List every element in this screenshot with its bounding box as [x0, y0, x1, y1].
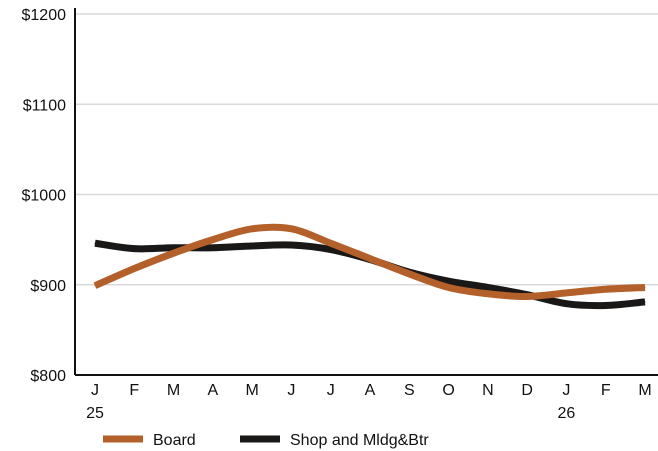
- data-point-board: [369, 258, 371, 260]
- data-point-shop-and-mldg-btr: [605, 305, 607, 307]
- x-year-label: 26: [558, 405, 576, 422]
- data-point-board: [251, 228, 253, 230]
- data-point-shop-and-mldg-btr: [290, 244, 292, 246]
- x-tick-label: M: [167, 382, 180, 399]
- data-point-board: [565, 292, 567, 294]
- x-tick-label: M: [245, 382, 258, 399]
- data-point-board: [173, 252, 175, 254]
- x-tick-label: F: [129, 382, 139, 399]
- data-point-board: [94, 285, 96, 287]
- data-point-board: [212, 239, 214, 241]
- x-tick-label: A: [365, 382, 376, 399]
- data-point-shop-and-mldg-btr: [487, 286, 489, 288]
- y-tick-label: $1000: [22, 188, 67, 205]
- data-point-shop-and-mldg-btr: [330, 249, 332, 251]
- series-line-board: [93, 223, 646, 300]
- grid-lines: [75, 13, 658, 376]
- data-point-board: [526, 295, 528, 297]
- x-tick-label: F: [601, 382, 611, 399]
- data-point-board: [487, 293, 489, 295]
- data-point-shop-and-mldg-btr: [133, 248, 135, 250]
- data-point-board: [408, 273, 410, 275]
- y-tick-label: $1200: [22, 7, 67, 24]
- data-point-shop-and-mldg-btr: [644, 301, 646, 303]
- data-point-shop-and-mldg-btr: [173, 247, 175, 249]
- data-point-board: [330, 242, 332, 244]
- data-point-board: [448, 286, 450, 288]
- data-point-shop-and-mldg-btr: [448, 280, 450, 282]
- data-point-board: [290, 228, 292, 230]
- data-point-shop-and-mldg-btr: [212, 247, 214, 249]
- y-tick-labels: $800 $900 $1000 $1100 $1200: [22, 7, 67, 385]
- legend-label: Board: [153, 432, 196, 449]
- legend-label: Shop and Mldg&Btr: [290, 432, 429, 449]
- y-tick-label: $800: [30, 368, 66, 385]
- x-tick-label: M: [638, 382, 651, 399]
- x-tick-label: J: [562, 382, 570, 399]
- legend: Board Shop and Mldg&Btr: [103, 432, 429, 449]
- x-tick-label: A: [208, 382, 219, 399]
- x-tick-labels: J F M A M J J A S O N D J F M 25 26: [86, 382, 652, 422]
- data-point-shop-and-mldg-btr: [251, 245, 253, 247]
- x-tick-label: N: [482, 382, 494, 399]
- data-point-shop-and-mldg-btr: [565, 303, 567, 305]
- x-tick-label: S: [404, 382, 415, 399]
- x-tick-label: D: [521, 382, 533, 399]
- data-series: [93, 223, 646, 310]
- data-point-board: [605, 288, 607, 290]
- x-tick-label: J: [327, 382, 335, 399]
- data-point-board: [133, 268, 135, 270]
- y-tick-label: $1100: [23, 97, 66, 114]
- x-year-label: 25: [86, 405, 104, 422]
- y-tick-label: $900: [30, 278, 66, 295]
- x-tick-label: J: [287, 382, 295, 399]
- data-point-board: [644, 286, 646, 288]
- x-tick-label: J: [91, 382, 99, 399]
- data-point-shop-and-mldg-btr: [94, 242, 96, 244]
- x-tick-label: O: [442, 382, 454, 399]
